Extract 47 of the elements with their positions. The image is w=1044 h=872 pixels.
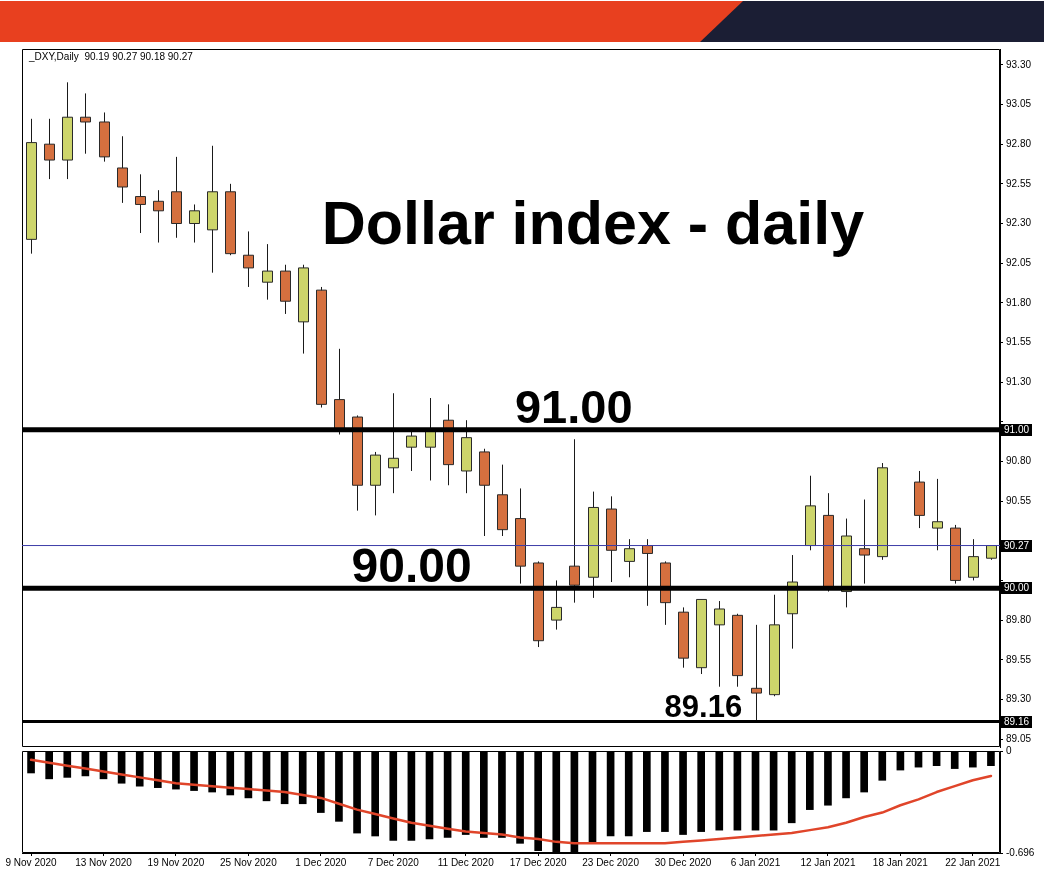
annotation: 89.16 [664,689,743,725]
candlestick [642,538,653,607]
y-tick-label: 89.55 [1006,653,1032,665]
y-tick-label: 90.55 [1006,494,1032,506]
ref-line-label: 90.00 [1004,582,1030,594]
x-tick-label: 12 Jan 2021 [800,856,856,868]
y-tick-label: 91.30 [1006,375,1032,387]
y-tick-label: 0 [1006,744,1012,756]
x-tick-label: 25 Nov 2020 [220,856,278,868]
y-tick-label: 89.80 [1006,613,1032,625]
y-tick-label: 89.30 [1006,693,1032,705]
x-tick-label: 13 Nov 2020 [75,856,133,868]
y-tick-label: 93.30 [1006,58,1032,70]
y-tick-label: 93.05 [1006,98,1032,110]
ref-line-label: 90.27 [1004,540,1030,552]
x-tick-label: 19 Nov 2020 [147,856,205,868]
candlestick [859,499,870,585]
x-tick-label: 23 Dec 2020 [582,856,640,868]
annotation: _DXY,Daily 90.19 90.27 90.18 90.27 [28,50,194,62]
x-tick-label: 22 Jan 2021 [945,856,1001,868]
y-tick-label: 92.30 [1006,217,1032,229]
annotation: 90.00 [351,538,472,592]
text: Dollar index - daily [321,188,865,257]
x-tick-label: 18 Jan 2021 [872,856,929,868]
candlestick [135,173,146,234]
x-tick-label: 11 Dec 2020 [437,856,495,868]
x-tick-label: 1 Dec 2020 [295,856,347,868]
y-tick-label: 92.05 [1006,256,1032,268]
candlestick [189,203,200,244]
x-tick-label: 17 Dec 2020 [509,856,567,868]
y-tick-label: 92.55 [1006,177,1032,189]
candlestick [932,478,943,551]
x-tick-label: 30 Dec 2020 [654,856,712,868]
x-tick-label: 9 Nov 2020 [5,856,58,868]
annotation: 91.00 [514,380,633,434]
ref-line-label: 89.16 [1004,716,1030,728]
x-tick-label: 7 Dec 2020 [367,856,420,868]
candlestick [968,538,979,581]
ref-line-label: 91.00 [1004,424,1030,436]
y-tick-label: 91.80 [1006,296,1032,308]
x-tick-label: 6 Jan 2021 [730,856,781,868]
y-tick-label: -0.696 [1006,846,1035,858]
y-tick-label: 90.80 [1006,455,1032,467]
y-tick-label: 91.55 [1006,336,1032,348]
y-tick-label: 92.80 [1006,137,1032,149]
y-tick-label: 89.05 [1006,732,1032,744]
candlestick [624,538,635,578]
